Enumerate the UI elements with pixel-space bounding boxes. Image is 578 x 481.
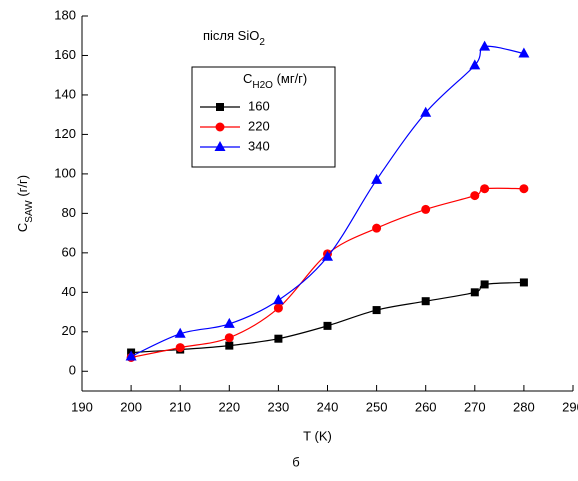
annotation-main: після SiO xyxy=(203,28,259,43)
x-tick-label: 280 xyxy=(513,399,535,414)
y-tick-label: 40 xyxy=(62,284,76,299)
annotation-sub: 2 xyxy=(259,37,265,48)
marker xyxy=(480,280,489,289)
series-line xyxy=(130,187,524,359)
marker xyxy=(469,59,481,70)
marker xyxy=(323,321,332,330)
series-line xyxy=(131,281,524,354)
y-tick-label: 180 xyxy=(54,7,76,22)
x-tick-label: 270 xyxy=(464,399,486,414)
marker xyxy=(272,294,284,305)
x-tick-label: 250 xyxy=(366,399,388,414)
marker xyxy=(174,327,186,338)
y-tick-label: 160 xyxy=(54,47,76,62)
y-tick-label: 100 xyxy=(54,165,76,180)
x-tick-label: 240 xyxy=(317,399,339,414)
marker xyxy=(420,106,432,117)
marker xyxy=(175,343,185,353)
marker xyxy=(470,288,479,297)
marker xyxy=(273,303,283,313)
marker xyxy=(518,47,530,58)
marker xyxy=(421,204,431,214)
y-tick-label: 140 xyxy=(54,86,76,101)
y-axis-label: CSAW (г/г) xyxy=(15,175,34,232)
marker xyxy=(519,184,529,194)
marker xyxy=(322,250,333,261)
legend-title-sub: H2O xyxy=(252,80,273,91)
x-axis-label: T (K) xyxy=(303,428,332,443)
legend-title: CH2O (мг/г) xyxy=(243,71,307,90)
x-tick-label: 200 xyxy=(120,399,142,414)
x-tick-label: 210 xyxy=(169,399,191,414)
x-tick-label: 190 xyxy=(71,399,93,414)
y-axis-label-sub: SAW xyxy=(24,200,35,223)
marker xyxy=(480,184,490,194)
y-tick-label: 20 xyxy=(62,323,76,338)
caption: б xyxy=(292,454,299,469)
legend-title-main: C xyxy=(243,71,252,86)
y-tick-label: 80 xyxy=(62,205,76,220)
marker xyxy=(224,333,234,343)
marker xyxy=(125,350,137,361)
marker xyxy=(274,334,283,343)
legend-label: 340 xyxy=(248,138,270,153)
y-axis-label-main: C xyxy=(15,223,30,232)
marker xyxy=(372,306,381,315)
legend-title-rest: (мг/г) xyxy=(273,71,307,86)
y-tick-label: 120 xyxy=(54,126,76,141)
x-tick-label: 220 xyxy=(218,399,240,414)
marker xyxy=(216,103,224,111)
legend-label: 220 xyxy=(248,118,270,133)
y-tick-label: 60 xyxy=(62,244,76,259)
legend-label: 160 xyxy=(248,98,270,113)
marker xyxy=(421,297,430,306)
marker xyxy=(215,122,225,132)
x-tick-label: 290 xyxy=(562,399,578,414)
marker xyxy=(371,173,383,184)
marker xyxy=(225,341,234,350)
y-tick-label: 0 xyxy=(69,363,76,378)
annotation: після SiO2 xyxy=(203,28,265,47)
marker xyxy=(479,40,491,51)
marker xyxy=(223,317,235,328)
x-tick-label: 260 xyxy=(415,399,437,414)
marker xyxy=(214,141,226,151)
marker xyxy=(519,278,528,287)
x-tick-label: 230 xyxy=(268,399,290,414)
marker xyxy=(470,191,480,201)
marker xyxy=(372,223,382,233)
series-line xyxy=(130,45,525,358)
y-axis-label-rest: (г/г) xyxy=(15,175,30,200)
